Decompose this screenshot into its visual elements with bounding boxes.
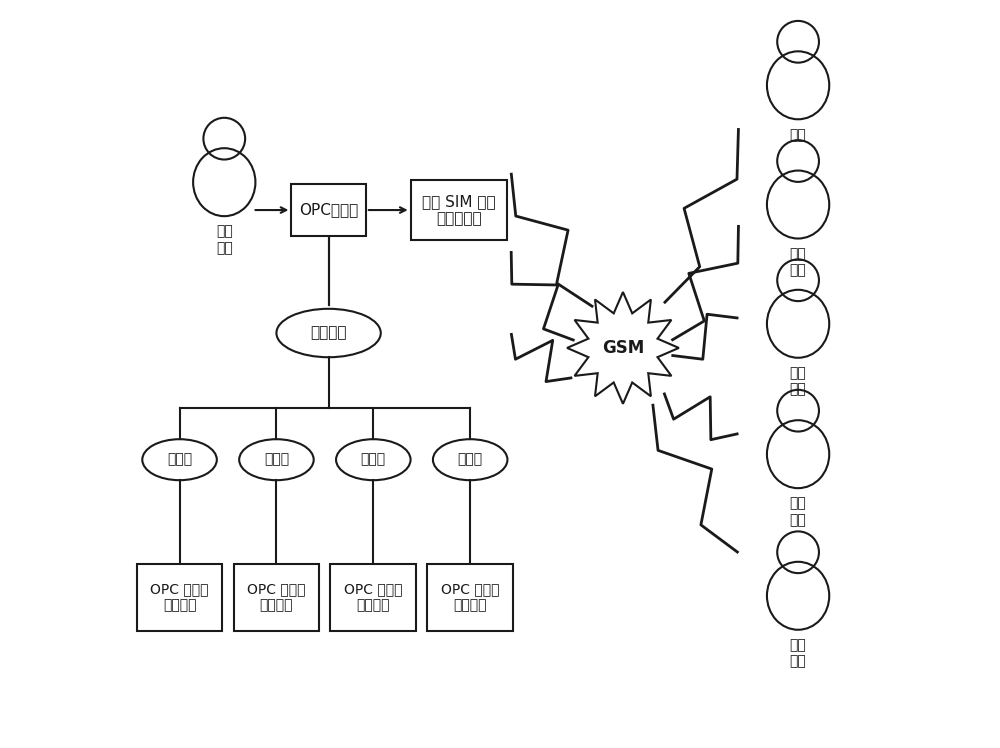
FancyBboxPatch shape <box>291 184 366 236</box>
Text: 办公
人员: 办公 人员 <box>790 247 806 278</box>
Text: 工段
班长: 工段 班长 <box>790 367 806 396</box>
Text: 维修
人员: 维修 人员 <box>790 638 806 669</box>
Text: OPC 服务器
（备燤）: OPC 服务器 （备燤） <box>344 583 403 613</box>
Text: 交换机: 交换机 <box>361 453 386 467</box>
Text: 主交换机: 主交换机 <box>310 325 347 340</box>
FancyBboxPatch shape <box>137 564 222 631</box>
Text: 厂长: 厂长 <box>790 128 806 142</box>
Text: 交换机: 交换机 <box>264 453 289 467</box>
Text: 带有 SIM 卡的
调制解调器: 带有 SIM 卡的 调制解调器 <box>422 194 496 226</box>
FancyBboxPatch shape <box>427 564 513 631</box>
Text: 管理
人员: 管理 人员 <box>790 497 806 527</box>
Text: GSM: GSM <box>602 339 644 357</box>
Text: OPC 服务器
（冷鼓）: OPC 服务器 （冷鼓） <box>441 583 499 613</box>
Text: 交换机: 交换机 <box>167 453 192 467</box>
Text: OPC 服务器
（炼焉）: OPC 服务器 （炼焉） <box>247 583 306 613</box>
FancyBboxPatch shape <box>234 564 319 631</box>
FancyBboxPatch shape <box>411 180 507 240</box>
Text: 调度
人员: 调度 人员 <box>216 224 233 255</box>
Text: 交换机: 交换机 <box>458 453 483 467</box>
Text: OPC客户端: OPC客户端 <box>299 203 358 218</box>
Text: OPC 服务器
（化产）: OPC 服务器 （化产） <box>150 583 209 613</box>
FancyBboxPatch shape <box>330 564 416 631</box>
